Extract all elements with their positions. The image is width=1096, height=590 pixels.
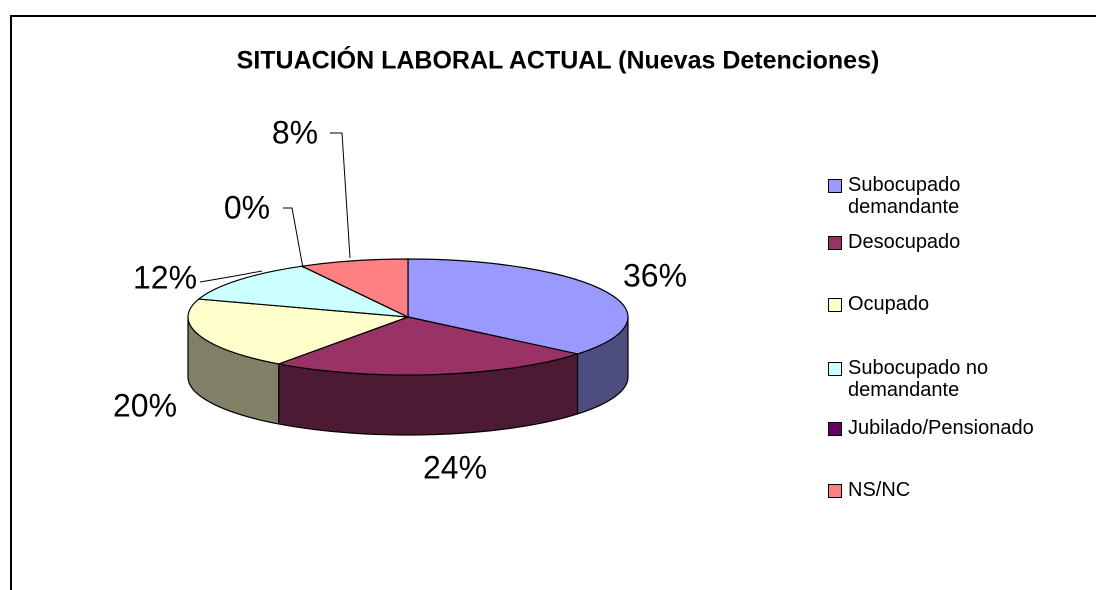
leader-line [283,207,304,269]
legend-item: Subocupado no demandante [828,357,1023,401]
legend-label: Desocupado [848,231,961,253]
legend-label: NS/NC [848,479,911,501]
data-label: 12% [133,259,197,295]
legend-item: Desocupado [828,231,1023,253]
legend-item: Ocupado [828,293,1023,315]
legend-swatch [828,179,842,193]
legend-swatch [828,484,842,498]
chart-title: SITUACIÓN LABORAL ACTUAL (Nuevas Detenci… [237,45,880,75]
slice [299,258,409,318]
legend-swatch [828,362,842,376]
data-label: 0% [224,189,270,225]
slice [197,265,409,318]
legend-swatch [828,422,842,436]
data-label: 36% [623,257,687,293]
slice [276,316,580,376]
slice [187,298,409,365]
leader-line [330,132,351,259]
data-label: 24% [423,449,487,485]
data-label: 20% [113,387,177,423]
legend-swatch [828,298,842,312]
slice [407,258,629,355]
legend-item: Jubilado/Pensionado [828,417,1034,439]
legend-label: Subocupado demandante [848,174,961,218]
legend-item: NS/NC [828,479,1023,501]
leader-line [199,270,263,283]
legend-item: Subocupado demandante [828,174,1023,218]
legend-label: Subocupado no demandante [848,357,989,401]
legend-swatch [828,236,842,250]
data-label: 8% [272,114,318,150]
legend-label: Jubilado/Pensionado [848,417,1034,439]
legend-label: Ocupado [848,293,930,315]
